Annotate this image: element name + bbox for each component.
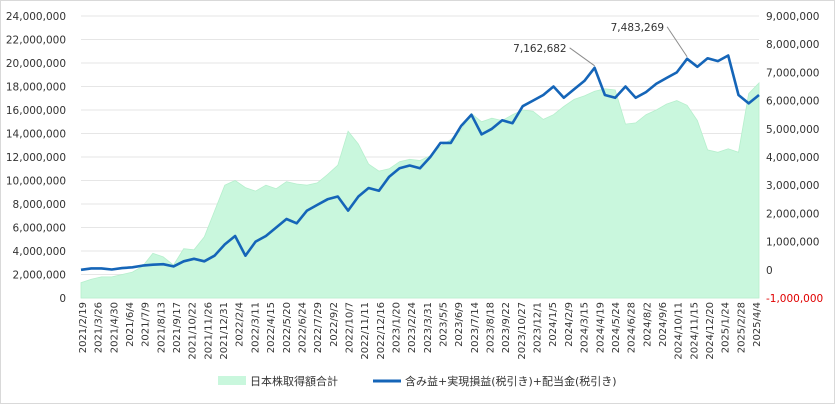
y-right-tick-label: 8,000,000: [766, 39, 819, 51]
x-tick-label: 2023/7/14: [470, 302, 481, 353]
y-left-tick-label: 20,000,000: [6, 58, 66, 70]
x-tick-label: 2024/6/28: [627, 302, 638, 353]
x-tick-label: 2024/3/15: [580, 302, 591, 353]
x-tick-label: 2024/11/15: [689, 302, 700, 360]
annotation-label: 7,483,269: [611, 22, 664, 34]
y-left-tick-label: 14,000,000: [6, 129, 66, 141]
y-right-tick-label: 4,000,000: [766, 152, 819, 164]
y-right-tick-label: 1,000,000: [766, 237, 819, 249]
x-tick-label: 2024/1/5: [548, 302, 559, 347]
x-tick-label: 2023/5/5: [439, 302, 450, 347]
x-tick-label: 2023/12/1: [533, 302, 544, 353]
line-series-layer: [80, 54, 760, 272]
area-series-layer: [80, 82, 760, 299]
x-tick-label: 2025/4/4: [752, 302, 763, 347]
y-right-tick-label: -1,000,000: [766, 293, 823, 305]
x-tick-label: 2024/5/24: [611, 302, 622, 353]
y-left-tick-label: 4,000,000: [13, 246, 66, 258]
annotation-label: 7,162,682: [513, 43, 566, 55]
x-tick-label: 2022/2/4: [235, 302, 246, 347]
legend-swatch-area: [218, 376, 246, 385]
right-axis: -1,000,000 0 1,000,000 2,000,000 3,000,000 4,…: [766, 11, 823, 305]
x-tick-label: 2024/10/11: [674, 302, 685, 360]
y-left-tick-label: 22,000,000: [6, 35, 66, 47]
annotation-leader: [666, 26, 688, 58]
x-tick-label: 2024/4/19: [595, 302, 606, 353]
x-tick-label: 2021/8/13: [156, 302, 167, 353]
x-tick-label: 2024/12/20: [705, 302, 716, 360]
x-tick-label: 2022/5/20: [282, 302, 293, 353]
x-tick-label: 2023/2/24: [407, 302, 418, 353]
x-tick-label: 2024/2/9: [564, 302, 575, 347]
x-tick-label: 2023/9/22: [501, 302, 512, 353]
y-left-tick-label: 10,000,000: [6, 176, 66, 188]
area-series-shape: [80, 82, 760, 299]
x-tick-label: 2021/7/9: [141, 302, 152, 347]
x-tick-label: 2021/6/4: [125, 302, 136, 347]
annotation-leader: [569, 47, 595, 67]
x-tick-label: 2021/12/31: [219, 302, 230, 360]
x-tick-label: 2023/6/9: [454, 302, 465, 347]
y-right-tick-label: 5,000,000: [766, 124, 819, 136]
legend-label-line: 含み益+実現損益(税引き)+配当金(税引き): [405, 374, 617, 388]
y-right-tick-label: 2,000,000: [766, 208, 819, 220]
y-left-tick-label: 18,000,000: [6, 82, 66, 94]
legend-label-area: 日本株取得額合計: [250, 374, 338, 388]
y-left-tick-label: 2,000,000: [13, 270, 66, 282]
legend: 日本株取得額合計 含み益+実現損益(税引き)+配当金(税引き): [218, 374, 617, 388]
y-left-tick-label: 24,000,000: [6, 11, 66, 23]
x-tick-label: 2021/4/30: [109, 302, 120, 353]
x-tick-label: 2023/3/31: [423, 302, 434, 353]
x-tick-label: 2021/11/26: [203, 302, 214, 360]
x-tick-label: 2023/10/27: [517, 302, 528, 360]
y-right-tick-label: 0: [766, 265, 773, 277]
x-tick-label: 2021/9/17: [172, 302, 183, 353]
y-left-tick-label: 8,000,000: [13, 199, 66, 211]
y-right-tick-label: 7,000,000: [766, 67, 819, 79]
y-left-tick-label: 0: [59, 293, 66, 305]
left-axis: 0 2,000,000 4,000,000 6,000,000 8,000,000 10,…: [6, 11, 66, 305]
y-left-tick-label: 12,000,000: [6, 152, 66, 164]
x-tick-label: 2024/9/6: [658, 302, 669, 347]
x-tick-label: 2023/1/20: [391, 302, 402, 353]
x-tick-label: 2022/4/15: [266, 302, 277, 353]
x-tick-label: 2022/6/24: [297, 302, 308, 353]
x-tick-label: 2022/10/7: [344, 302, 355, 353]
x-tick-label: 2023/8/18: [486, 302, 497, 353]
y-right-tick-label: 6,000,000: [766, 96, 819, 108]
y-left-tick-label: 16,000,000: [6, 105, 66, 117]
x-tick-label: 2022/9/2: [329, 302, 340, 347]
x-tick-label: 2021/2/19: [78, 302, 89, 353]
x-tick-label: 2024/8/2: [642, 302, 653, 347]
x-tick-label: 2022/11/11: [360, 302, 371, 360]
y-right-tick-label: 9,000,000: [766, 11, 819, 23]
x-tick-label: 2022/12/16: [376, 302, 387, 360]
x-tick-label: 2021/3/26: [94, 302, 105, 353]
y-right-tick-label: 3,000,000: [766, 180, 819, 192]
annotations: 7,162,682 7,483,269: [513, 22, 688, 67]
line-series-path: [80, 54, 760, 272]
x-tick-label: 2022/7/29: [313, 302, 324, 353]
x-axis: 2021/2/19 2021/3/26 2021/4/30 2021/6/4 2021/…: [78, 302, 763, 360]
y-left-tick-label: 6,000,000: [13, 223, 66, 235]
x-tick-label: 2025/2/28: [736, 302, 747, 353]
x-tick-label: 2022/3/11: [250, 302, 261, 353]
x-tick-label: 2021/10/22: [188, 302, 199, 360]
x-tick-label: 2025/1/24: [721, 302, 732, 353]
